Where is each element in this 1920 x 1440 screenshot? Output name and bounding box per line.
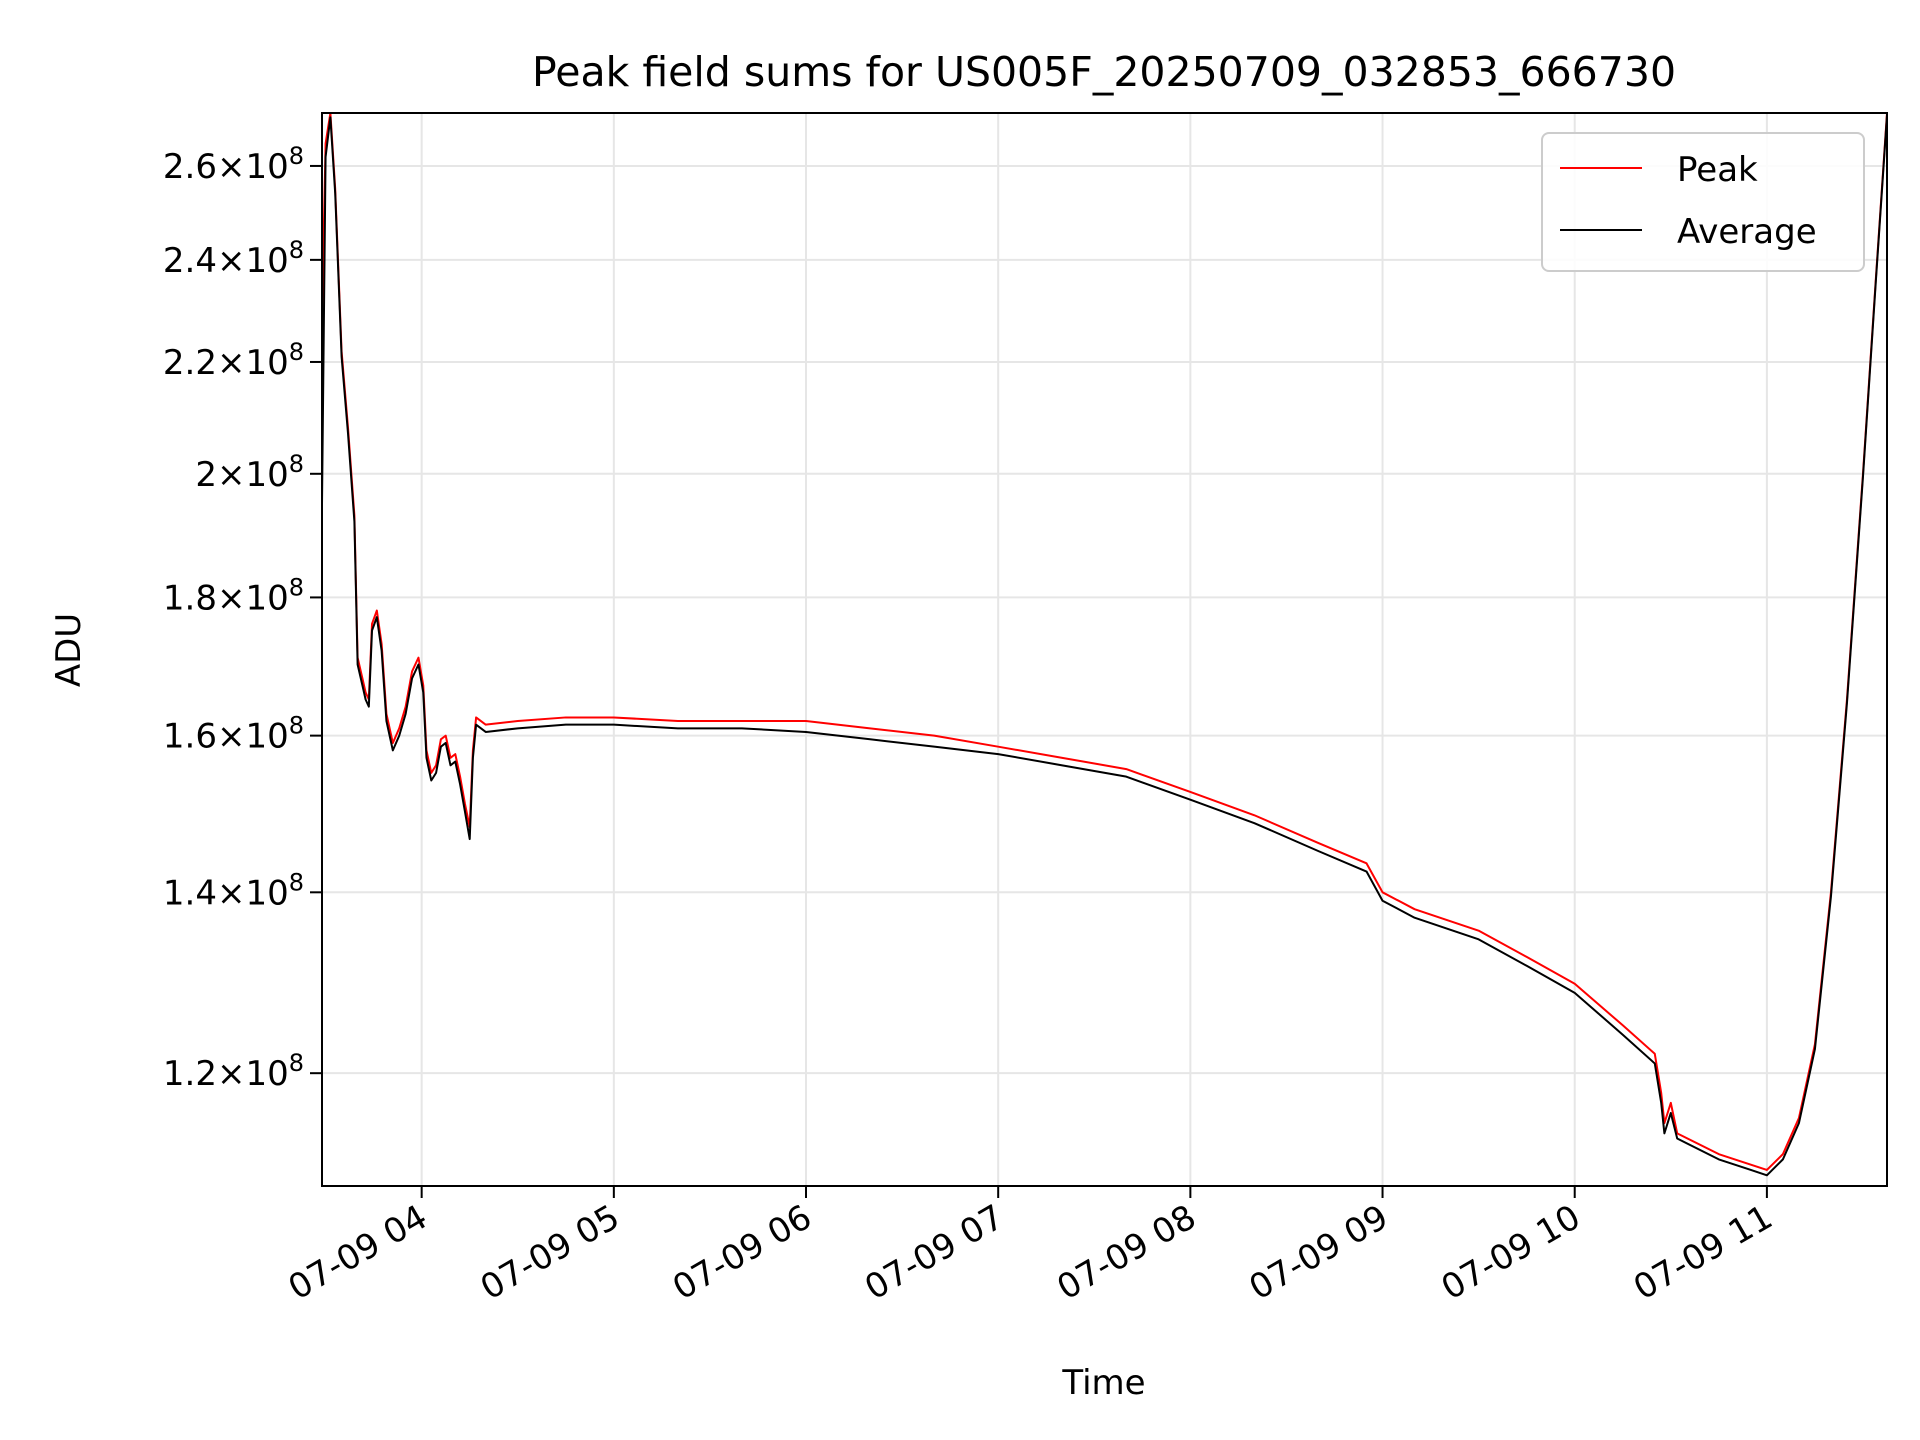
series-line-average bbox=[322, 115, 1887, 1177]
y-tick-label: 2×108 bbox=[195, 450, 304, 495]
y-tick-label: 2.6×108 bbox=[163, 142, 304, 187]
y-tick-label: 2.2×108 bbox=[163, 338, 304, 383]
y-tick-label: 1.4×108 bbox=[163, 868, 304, 913]
plot-frame bbox=[321, 112, 1888, 1187]
legend-label-peak: Peak bbox=[1677, 150, 1758, 190]
y-axis: 1.2×108 1.4×108 1.6×108 1.8×108 2×108 2.2×108… bbox=[163, 142, 322, 1094]
y-tick-label: 1.8×108 bbox=[163, 573, 304, 618]
grid bbox=[322, 113, 1887, 1186]
y-tick-label: 1.6×108 bbox=[163, 712, 304, 757]
y-tick-label: 2.4×108 bbox=[163, 236, 304, 281]
series-line-peak bbox=[322, 113, 1887, 1171]
x-axis-label: Time bbox=[1061, 1363, 1145, 1403]
chart-title: Peak field sums for US005F_20250709_0328… bbox=[532, 48, 1676, 96]
series-layer bbox=[322, 113, 1887, 1177]
y-axis-label: ADU bbox=[49, 613, 89, 687]
y-tick-label: 1.2×108 bbox=[163, 1049, 304, 1094]
legend: Peak Average bbox=[1541, 132, 1865, 272]
legend-label-average: Average bbox=[1677, 212, 1817, 252]
